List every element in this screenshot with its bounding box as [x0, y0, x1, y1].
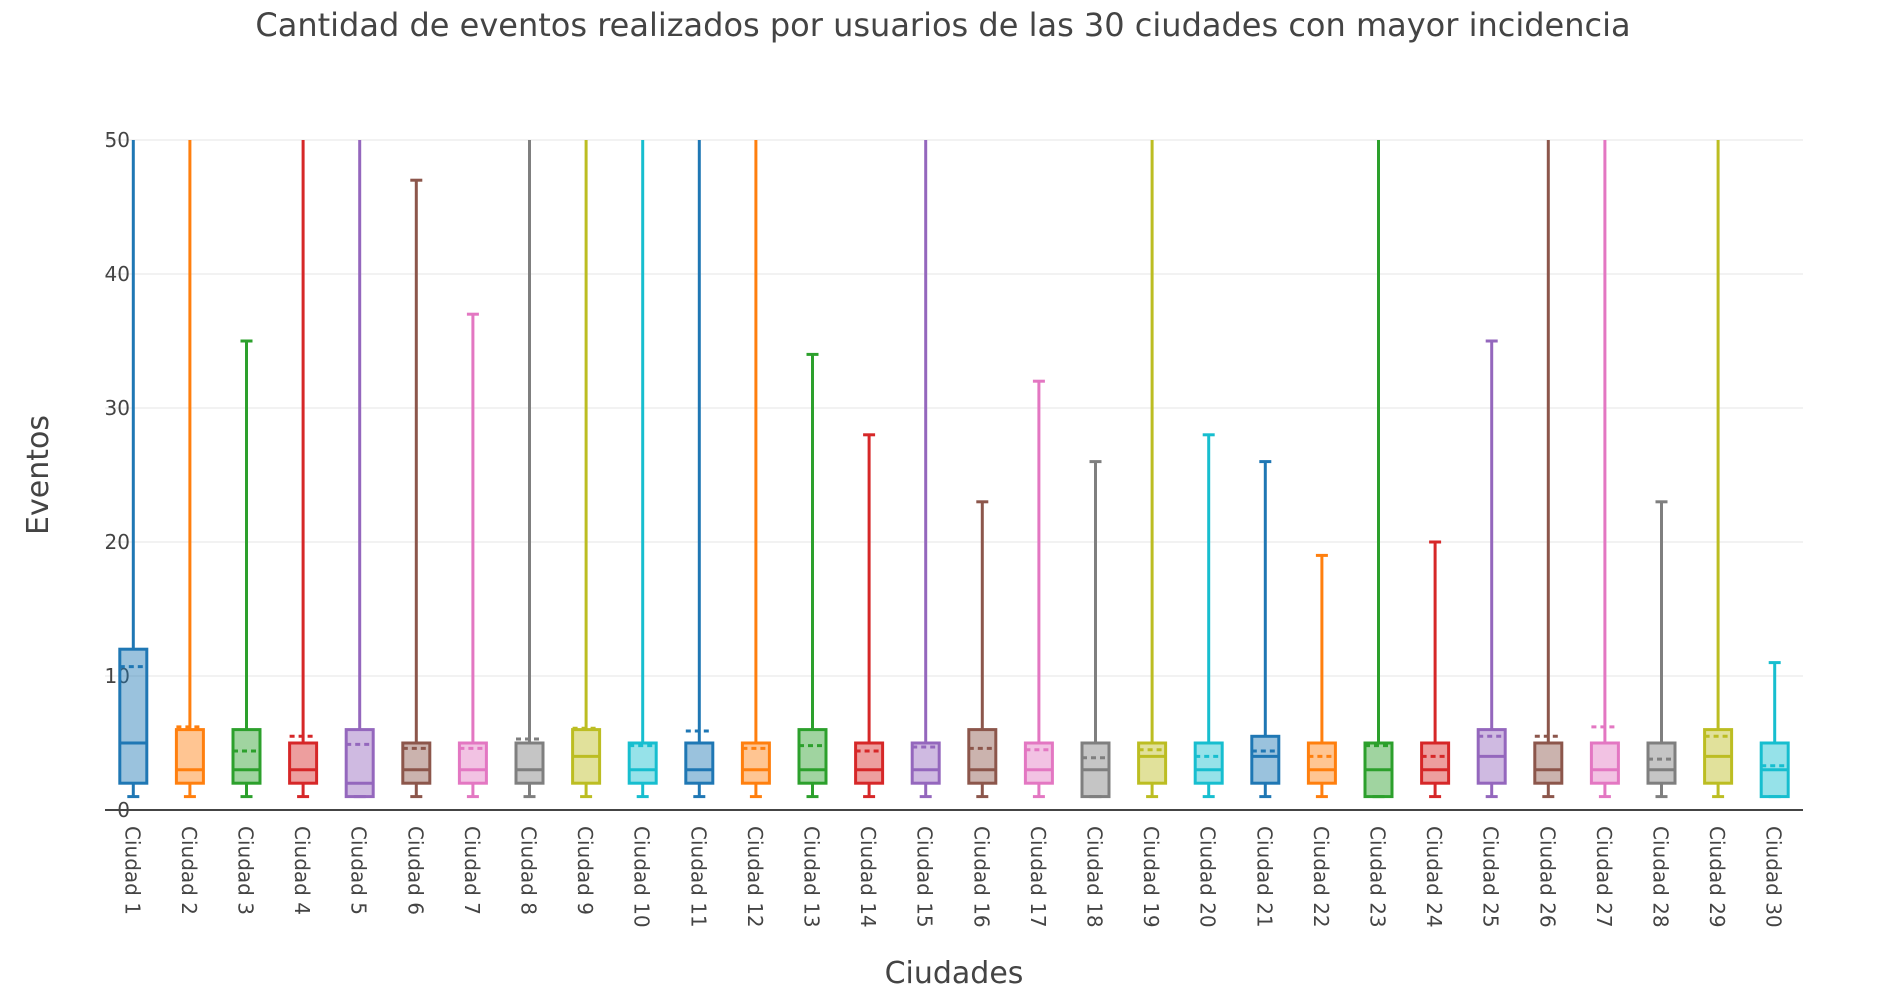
box-2	[174, 140, 205, 799]
x-tick-label: Ciudad 12	[743, 826, 767, 928]
box-iqr	[231, 728, 262, 785]
x-tick-label: Ciudad 15	[913, 826, 937, 928]
box-iqr	[1193, 741, 1224, 785]
box-iqr	[118, 647, 149, 785]
box-iqr	[1306, 741, 1337, 785]
box-7	[457, 312, 488, 799]
box-27	[1589, 140, 1620, 799]
box-13	[797, 352, 828, 799]
x-tick-label: Ciudad 20	[1196, 826, 1220, 928]
box-3	[231, 339, 262, 799]
x-tick-label: Ciudad 17	[1026, 826, 1050, 928]
x-tick-label: Ciudad 10	[630, 826, 654, 928]
x-tick-label: Ciudad 23	[1366, 826, 1390, 928]
box-21	[1250, 460, 1281, 799]
box-4	[288, 140, 319, 799]
x-tick-label: Ciudad 29	[1705, 826, 1729, 928]
x-tick-label: Ciudad 14	[856, 826, 880, 928]
box-iqr	[967, 728, 998, 785]
box-26	[1533, 140, 1564, 799]
boxes	[118, 140, 1790, 799]
box-8	[514, 140, 545, 799]
y-tick-label: 20	[105, 530, 130, 554]
box-iqr	[174, 728, 205, 785]
x-tick-label: Ciudad 19	[1139, 826, 1163, 928]
box-29	[1703, 140, 1734, 799]
box-iqr	[797, 728, 828, 785]
box-iqr	[854, 741, 885, 785]
gridlines	[105, 139, 1803, 677]
box-23	[1363, 140, 1394, 799]
box-24	[1420, 540, 1451, 799]
box-22	[1306, 553, 1337, 799]
x-tick-label: Ciudad 16	[969, 826, 993, 928]
box-16	[967, 500, 998, 799]
box-18	[1080, 460, 1111, 799]
box-iqr	[344, 728, 375, 799]
box-iqr	[1420, 741, 1451, 785]
box-15	[910, 140, 941, 799]
box-9	[571, 140, 602, 799]
box-25	[1476, 339, 1507, 799]
x-axis-title: Ciudades	[885, 956, 1024, 990]
chart-title: Cantidad de eventos realizados por usuar…	[255, 6, 1631, 44]
x-tick-label: Ciudad 6	[403, 826, 427, 915]
box-iqr	[1646, 741, 1677, 785]
x-tick-label: Ciudad 18	[1083, 826, 1107, 928]
box-14	[854, 433, 885, 799]
x-tick-label: Ciudad 26	[1535, 826, 1559, 928]
box-iqr	[288, 741, 319, 785]
box-28	[1646, 500, 1677, 799]
box-19	[1137, 140, 1168, 799]
x-tick-label: Ciudad 4	[290, 826, 314, 915]
box-iqr	[627, 741, 658, 785]
x-tick-label: Ciudad 22	[1309, 826, 1333, 928]
box-20	[1193, 433, 1224, 799]
y-tick-label: 30	[105, 396, 130, 420]
x-tick-label: Ciudad 24	[1422, 826, 1446, 928]
x-tick-label: Ciudad 8	[517, 826, 541, 915]
x-tick-label: Ciudad 3	[234, 826, 258, 915]
x-tick-label: Ciudad 1	[120, 826, 144, 915]
box-iqr	[1589, 741, 1620, 785]
box-iqr	[1533, 741, 1564, 785]
box-iqr	[910, 741, 941, 785]
box-6	[401, 178, 432, 799]
y-tick-label: 50	[105, 128, 130, 152]
y-axis-title: Eventos	[21, 415, 56, 535]
x-tick-label: Ciudad 21	[1252, 826, 1276, 928]
y-tick-label: 10	[105, 664, 130, 688]
y-tick-label: 40	[105, 262, 130, 286]
x-tick-label: Ciudad 11	[686, 826, 710, 928]
box-iqr	[1250, 734, 1281, 785]
box-11	[684, 140, 715, 799]
x-tick-label: Ciudad 13	[800, 826, 824, 928]
box-5	[344, 140, 375, 799]
box-1	[118, 140, 149, 799]
x-tick-label: Ciudad 7	[460, 826, 484, 915]
x-tick-label: Ciudad 25	[1479, 826, 1503, 928]
box-iqr	[684, 741, 715, 785]
box-10	[627, 140, 658, 799]
box-17	[1023, 379, 1054, 799]
x-tick-label: Ciudad 9	[573, 826, 597, 915]
x-tick-label: Ciudad 28	[1649, 826, 1673, 928]
box-12	[740, 140, 771, 799]
x-axis-ticks: Ciudad 1 Ciudad 2 Ciudad 3 Ciudad 4 Ciudad 5…	[120, 826, 1785, 928]
x-tick-label: Ciudad 27	[1592, 826, 1616, 928]
x-tick-label: Ciudad 5	[347, 826, 371, 915]
x-tick-label: Ciudad 2	[177, 826, 201, 915]
x-tick-label: Ciudad 30	[1762, 826, 1786, 928]
box-iqr	[514, 741, 545, 785]
box-30	[1759, 661, 1790, 799]
